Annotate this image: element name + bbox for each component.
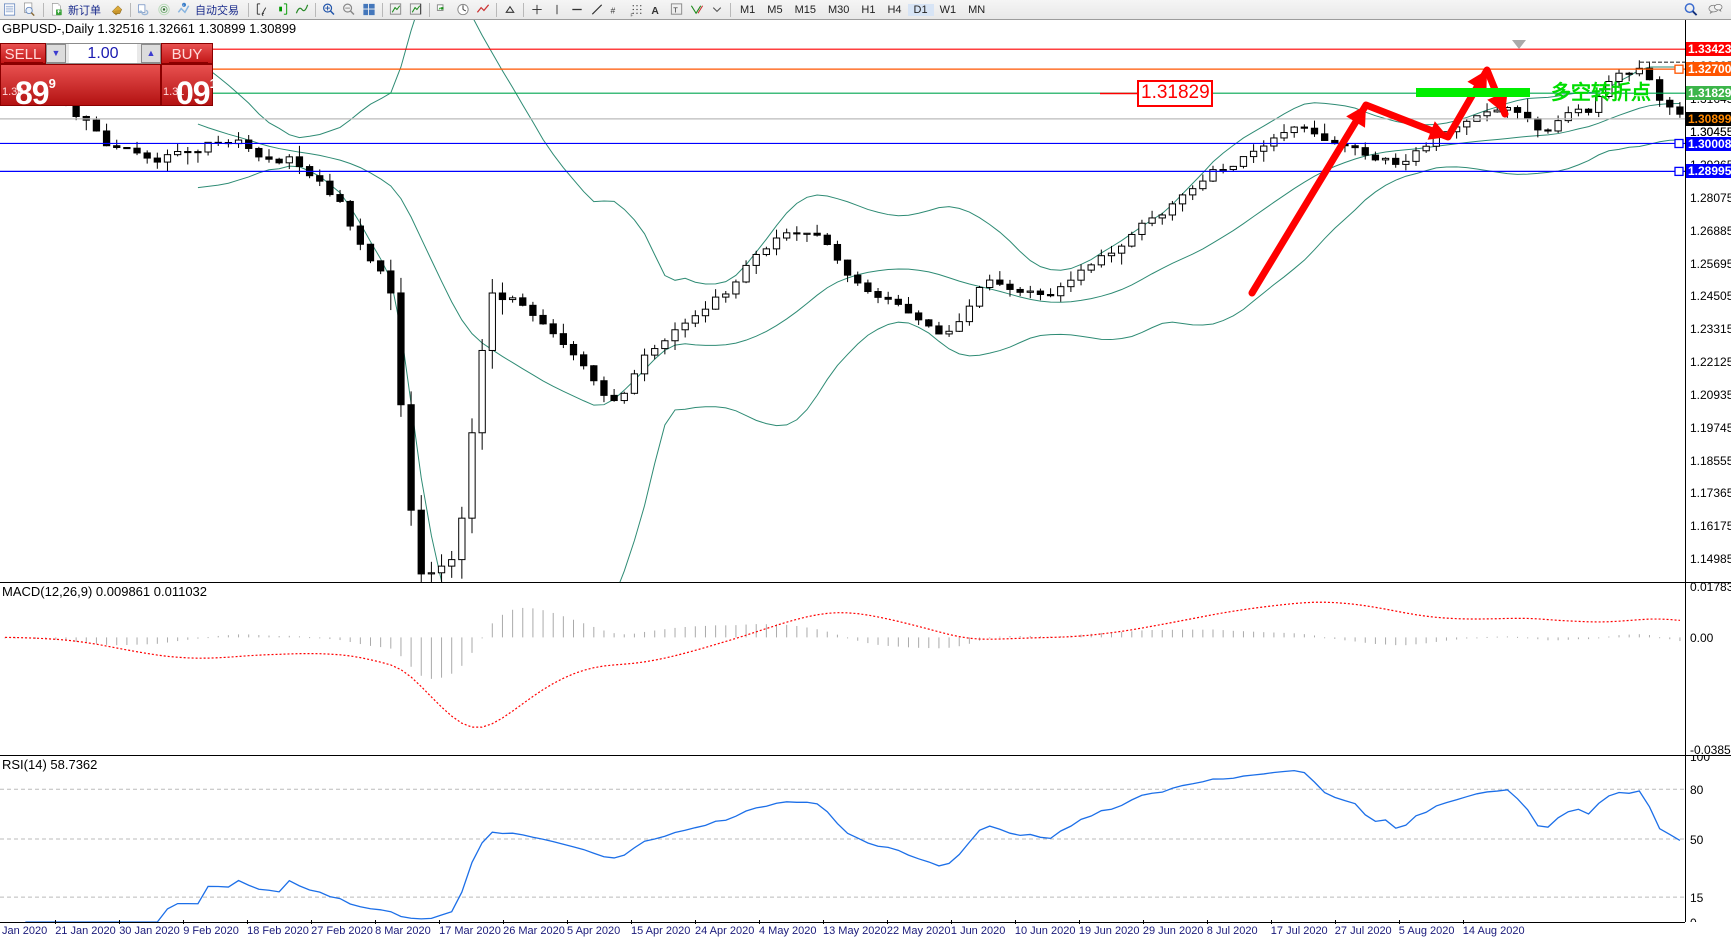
svg-text:T: T [673,5,678,14]
svg-text:#: # [610,5,615,15]
svg-text:A: A [651,6,659,17]
svg-text:F: F [630,13,633,17]
